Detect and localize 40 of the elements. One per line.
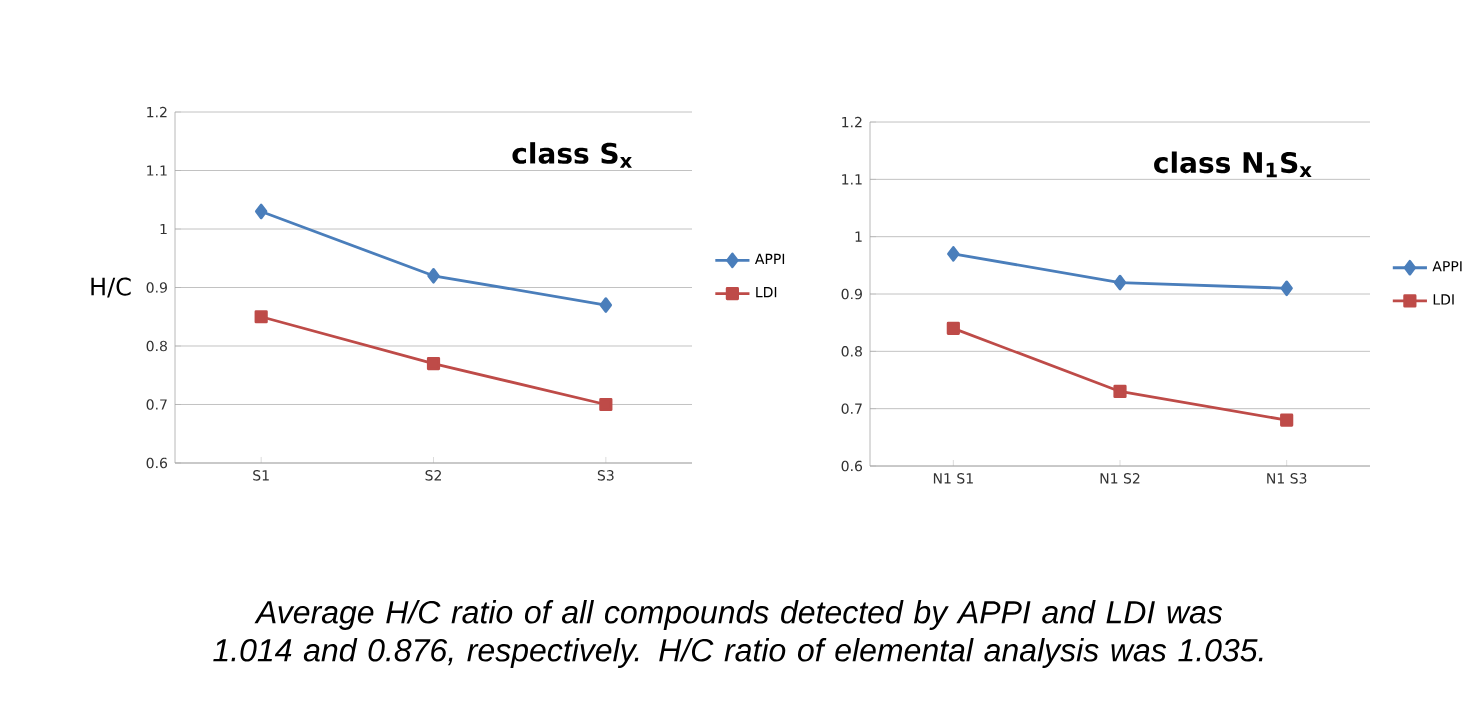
point <box>599 397 613 412</box>
y-tick-label: 1.2 <box>147 106 167 118</box>
point <box>254 310 268 324</box>
chart-title: class S$_{x}$ <box>512 142 632 168</box>
point <box>1113 274 1127 291</box>
point <box>1280 413 1294 427</box>
legend-label: LDI <box>756 287 777 298</box>
y-tick-label: 0.7 <box>146 399 167 410</box>
y-tick-label: 1.2 <box>842 116 862 128</box>
y-tick-label: 1.1 <box>147 165 167 176</box>
y-tick-label: 0.6 <box>146 457 168 469</box>
y-tick-label: 0.6 <box>841 460 863 472</box>
point <box>1280 280 1293 297</box>
x-tick-label: N1 S2 <box>1100 473 1140 484</box>
x-tick-label: S3 <box>597 470 614 481</box>
point <box>947 246 960 262</box>
y-tick-label: 1 <box>855 231 862 242</box>
y-tick-label: 0.9 <box>841 288 862 300</box>
point <box>254 203 268 220</box>
point <box>946 321 960 336</box>
point <box>1113 384 1127 399</box>
x-tick-label: S1 <box>253 470 269 481</box>
y-tick-label: 0.8 <box>146 340 167 352</box>
x-tick-label: S2 <box>425 470 441 481</box>
text: Average H/C ratio of all compounds detected by APPI and LDI was 1.014 and 0.876, respectively. H/C ratio of elemental analysis was 1.035. <box>213 600 1263 668</box>
y-axis-title: H/C <box>91 277 131 298</box>
x-tick-label: N1 S1 <box>933 473 973 484</box>
point <box>599 297 613 313</box>
point <box>427 268 440 284</box>
legend-label: APPI <box>1432 261 1462 272</box>
y-tick-label: 1 <box>160 223 167 235</box>
x-tick-label: N1 S3 <box>1267 473 1307 484</box>
legend-label: LDI <box>1433 294 1454 305</box>
y-tick-label: 0.7 <box>841 403 862 414</box>
y-tick-label: 0.8 <box>841 346 862 357</box>
legend-label: APPI <box>754 253 785 264</box>
point <box>426 356 441 371</box>
chart-title: class N$_{1}$S$_{x}$ <box>1154 151 1312 178</box>
y-tick-label: 0.9 <box>146 282 167 293</box>
y-tick-label: 1.1 <box>842 174 862 185</box>
